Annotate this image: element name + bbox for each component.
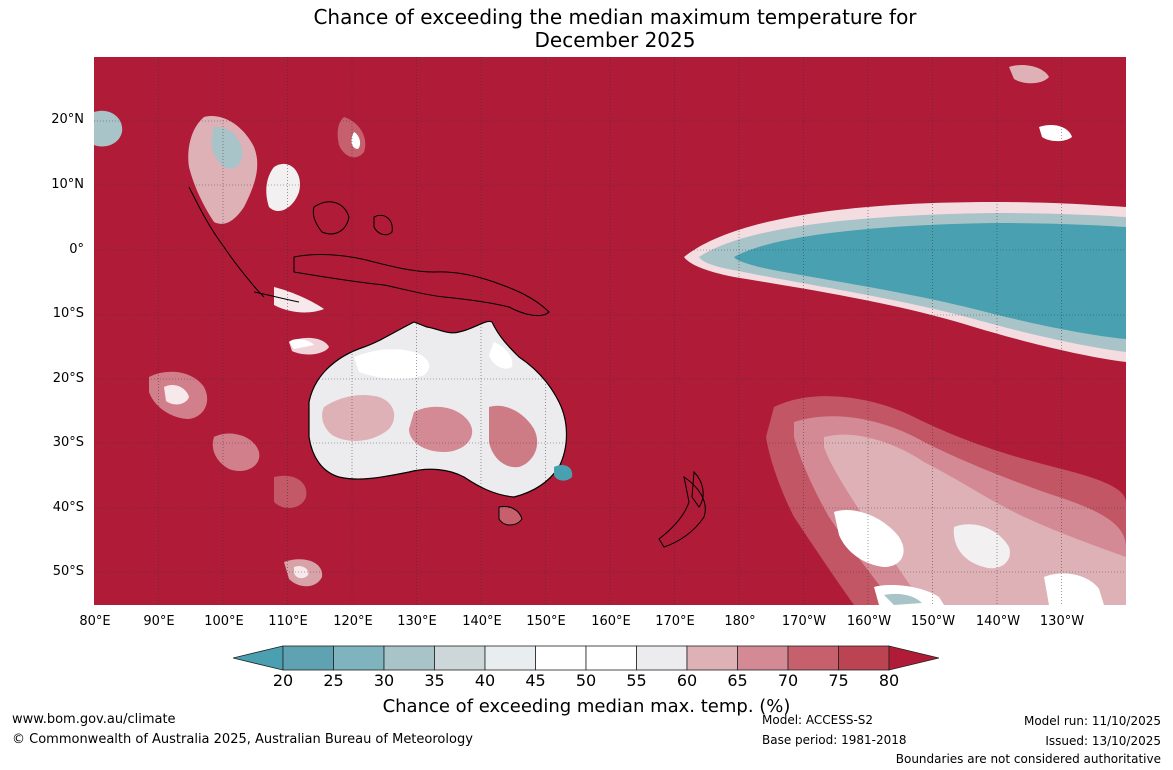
lat-label-20n: 20°N: [51, 112, 84, 127]
footer-base-period: Base period: 1981-2018: [762, 733, 907, 747]
footer-model-run: Model run: 11/10/2025: [1023, 714, 1161, 728]
colorbar-tick-40: 40: [474, 671, 496, 690]
colorbar-cell-65-70: [737, 645, 789, 671]
colorbar-tick-45: 45: [525, 671, 546, 690]
footer-url: www.bom.gov.au/climate: [12, 712, 176, 727]
colorbar-cell-35-40: [434, 645, 486, 671]
lon-label-130e: 130°E: [397, 614, 437, 629]
colorbar-cell-45-50: [535, 645, 587, 671]
south-pacific-patches: [554, 65, 1126, 605]
lon-label-150e: 150°E: [526, 614, 566, 629]
lon-label-150w: 150°W: [910, 614, 956, 629]
map-gridlines: [94, 57, 1126, 605]
colorbar-cell-25-30: [333, 645, 385, 671]
lat-label-0: 0°: [69, 242, 84, 257]
lon-label-80e: 80°E: [79, 614, 111, 629]
colorbar-under-arrow: [233, 645, 284, 671]
colorbar-tick-70: 70: [777, 671, 799, 690]
colorbar-label: Chance of exceeding median max. temp. (%…: [382, 696, 791, 717]
footer-disclaimer: Boundaries are not considered authoritat…: [895, 752, 1161, 766]
colorbar-tick-35: 35: [424, 671, 445, 690]
colorbar-tick-60: 60: [676, 671, 698, 690]
lat-label-30s: 30°S: [52, 435, 84, 450]
colorbar-cell-30-35: [383, 645, 435, 671]
colorbar-cell-40-45: [484, 645, 536, 671]
colorbar-tick-50: 50: [575, 671, 597, 690]
lon-label-160e: 160°E: [591, 614, 631, 629]
lat-label-40s: 40°S: [52, 500, 84, 515]
lon-label-170e: 170°E: [655, 614, 695, 629]
forecast-map: [94, 57, 1126, 605]
lon-label-90e: 90°E: [143, 614, 175, 629]
colorbar-tick-25: 25: [323, 671, 344, 690]
lat-label-10n: 10°N: [51, 177, 84, 192]
colorbar-tick-55: 55: [626, 671, 647, 690]
lon-label-180: 180°: [724, 614, 756, 629]
colorbar-cell-70-75: [787, 645, 839, 671]
footer-model: Model: ACCESS-S2: [762, 713, 874, 727]
colorbar: [233, 645, 939, 671]
lon-label-120e: 120°E: [333, 614, 373, 629]
colorbar-over-arrow: [888, 645, 939, 671]
colorbar-tick-80: 80: [878, 671, 900, 690]
footer-copyright: © Commonwealth of Australia 2025, Austra…: [12, 732, 473, 747]
colorbar-tick-20: 20: [272, 671, 294, 690]
lon-label-170w: 170°W: [781, 614, 827, 629]
map-title-line2: December 2025: [534, 28, 696, 52]
lon-label-140e: 140°E: [462, 614, 502, 629]
pacific-cool-region: [684, 202, 1126, 362]
colorbar-cell-75-80: [838, 645, 890, 671]
colorbar-tick-65: 65: [727, 671, 748, 690]
lat-label-10s: 10°S: [52, 306, 84, 321]
colorbar-cell-50-55: [585, 645, 637, 671]
colorbar-tick-30: 30: [373, 671, 395, 690]
colorbar-cell-60-65: [686, 645, 738, 671]
map-title-line1: Chance of exceeding the median maximum t…: [313, 5, 917, 29]
lon-label-130w: 130°W: [1039, 614, 1085, 629]
lon-label-110e: 110°E: [268, 614, 308, 629]
australia-landmass: [308, 320, 568, 526]
lat-label-20s: 20°S: [52, 371, 84, 386]
southeast-asia-region: [94, 110, 366, 349]
lon-label-100e: 100°E: [204, 614, 244, 629]
coastlines: [188, 186, 706, 548]
footer-issued: Issued: 13/10/2025: [1045, 734, 1161, 748]
lon-label-160w: 160°W: [846, 614, 892, 629]
lon-label-140w: 140°W: [975, 614, 1021, 629]
colorbar-cell-20-25: [282, 645, 334, 671]
colorbar-tick-75: 75: [828, 671, 849, 690]
lat-label-50s: 50°S: [52, 564, 84, 579]
colorbar-cell-55-60: [636, 645, 688, 671]
